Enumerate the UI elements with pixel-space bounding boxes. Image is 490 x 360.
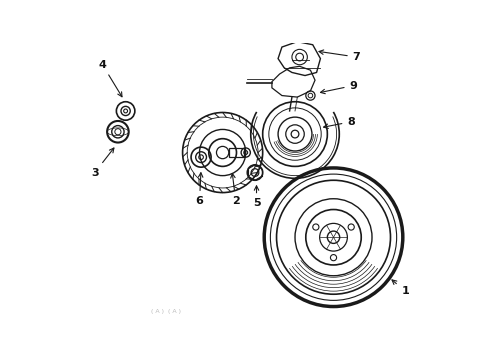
Bar: [229, 148, 244, 157]
Text: 5: 5: [253, 186, 260, 208]
Text: 4: 4: [98, 60, 122, 97]
Text: 8: 8: [323, 117, 355, 129]
Text: 7: 7: [319, 50, 361, 62]
Text: ( A )  ( A ): ( A ) ( A ): [151, 309, 181, 314]
Text: 6: 6: [196, 173, 203, 206]
Text: 1: 1: [392, 280, 409, 296]
Text: 9: 9: [320, 81, 358, 94]
Text: 2: 2: [231, 174, 240, 206]
Text: 3: 3: [91, 148, 114, 177]
